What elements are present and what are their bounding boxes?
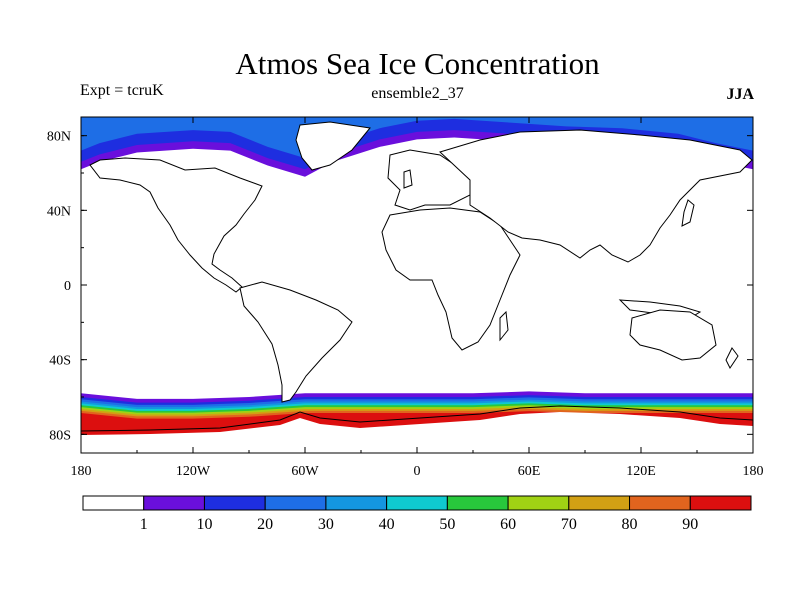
lat-tick-label: 80S	[49, 428, 71, 443]
colorbar-label: 30	[318, 516, 334, 533]
colorbar-label: 70	[561, 516, 577, 533]
colorbar-label: 40	[379, 516, 395, 533]
colorbar-label: 1	[140, 516, 148, 533]
colorbar: 1 10 20 30 40 50 60 70 80 90	[82, 495, 752, 533]
madagascar	[499, 310, 509, 342]
lon-tick-label: 0	[414, 464, 421, 479]
lon-tick-label: 180	[71, 464, 92, 479]
japan	[681, 199, 695, 227]
season-label: JJA	[726, 86, 754, 103]
continent-asia	[439, 129, 753, 263]
colorbar-segment	[386, 495, 448, 511]
arctic-band-20-30	[81, 117, 753, 159]
latitude-axis: 80N 40N 0 40S 80S	[47, 130, 753, 443]
experiment-label: Expt = tcruK	[80, 82, 164, 99]
lon-tick-label: 180	[743, 464, 764, 479]
lat-tick-label: 80N	[47, 130, 71, 145]
continent-europe	[387, 149, 471, 211]
lon-tick-label: 60W	[291, 464, 319, 479]
lat-tick-label: 40S	[49, 354, 71, 369]
colorbar-segment	[629, 495, 691, 511]
coastlines	[89, 121, 753, 403]
colorbar-segment	[325, 495, 388, 511]
british-isles	[403, 169, 413, 189]
australia	[629, 309, 717, 361]
lon-tick-label: 60E	[518, 464, 541, 479]
continent-south-america	[239, 281, 353, 403]
colorbar-label: 50	[439, 516, 455, 533]
colorbar-label: 10	[196, 516, 212, 533]
colorbar-label: 60	[500, 516, 516, 533]
chart-title: Atmos Sea Ice Concentration	[235, 46, 600, 81]
colorbar-segment	[689, 495, 752, 511]
colorbar-segment	[82, 495, 145, 511]
continent-africa	[381, 207, 521, 351]
new-zealand	[725, 347, 739, 369]
lon-tick-label: 120W	[176, 464, 211, 479]
ice-field	[81, 117, 753, 453]
antarctica-outline	[81, 405, 753, 432]
colorbar-segment	[203, 495, 266, 511]
colorbar-segment	[143, 495, 205, 511]
lat-tick-label: 40N	[47, 204, 71, 219]
colorbar-label: 80	[622, 516, 638, 533]
continent-north-america	[89, 157, 263, 293]
greenland	[295, 121, 371, 171]
ensemble-label: ensemble2_37	[371, 85, 464, 102]
lon-tick-label: 120E	[626, 464, 656, 479]
colorbar-segment	[568, 495, 631, 511]
colorbar-label: 20	[257, 516, 273, 533]
lat-tick-label: 0	[64, 279, 71, 294]
longitude-axis: 180 120W 60W 0 60E 120E 180	[71, 117, 764, 479]
antarctica-land	[81, 412, 753, 453]
colorbar-segment	[446, 495, 509, 511]
colorbar-segment	[264, 495, 327, 511]
colorbar-segment	[507, 495, 570, 511]
colorbar-label: 90	[682, 516, 698, 533]
